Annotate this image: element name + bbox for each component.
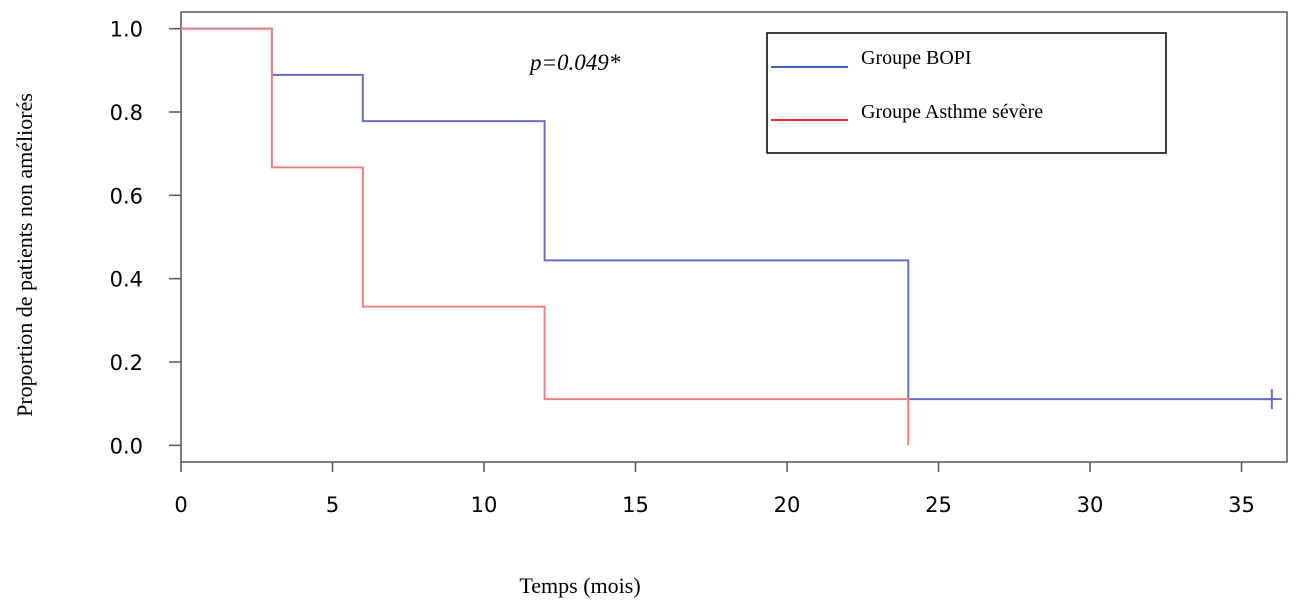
- x-tick-label: 15: [622, 493, 649, 517]
- x-tick-label: 10: [471, 493, 498, 517]
- y-axis-title: Proportion de patients non améliorés: [12, 93, 37, 417]
- legend-label-groupe-asthme-severe: Groupe Asthme sévère: [861, 101, 1043, 123]
- y-axis: 0.0 0.2 0.4 0.6 0.8 1.0: [110, 18, 181, 458]
- x-tick-label: 35: [1228, 493, 1255, 517]
- legend: Groupe BOPI Groupe Asthme sévère: [766, 32, 1167, 154]
- y-tick-label: 0.2: [110, 351, 143, 375]
- legend-box: [766, 32, 1167, 154]
- y-tick-label: 0.0: [110, 434, 143, 458]
- series-layer: [181, 27, 1282, 446]
- legend-label-groupe-bopi: Groupe BOPI: [861, 47, 972, 69]
- x-axis: 0 5 10 15 20 25 30 35: [174, 462, 1255, 517]
- x-tick-label: 20: [774, 493, 801, 517]
- x-tick-label: 0: [174, 493, 187, 517]
- y-tick-label: 0.6: [110, 184, 143, 208]
- p-value-annotation: p=0.049*: [528, 50, 621, 75]
- x-tick-label: 25: [925, 493, 952, 517]
- y-tick-label: 0.8: [110, 101, 143, 125]
- plot-frame: [180, 11, 1288, 463]
- x-tick-label: 5: [326, 493, 339, 517]
- x-tick-label: 30: [1077, 493, 1104, 517]
- y-tick-label: 0.4: [110, 268, 143, 292]
- x-axis-title: Temps (mois): [519, 573, 640, 598]
- series-line-groupe-asthme-severe: [181, 27, 910, 446]
- y-tick-label: 1.0: [110, 18, 143, 42]
